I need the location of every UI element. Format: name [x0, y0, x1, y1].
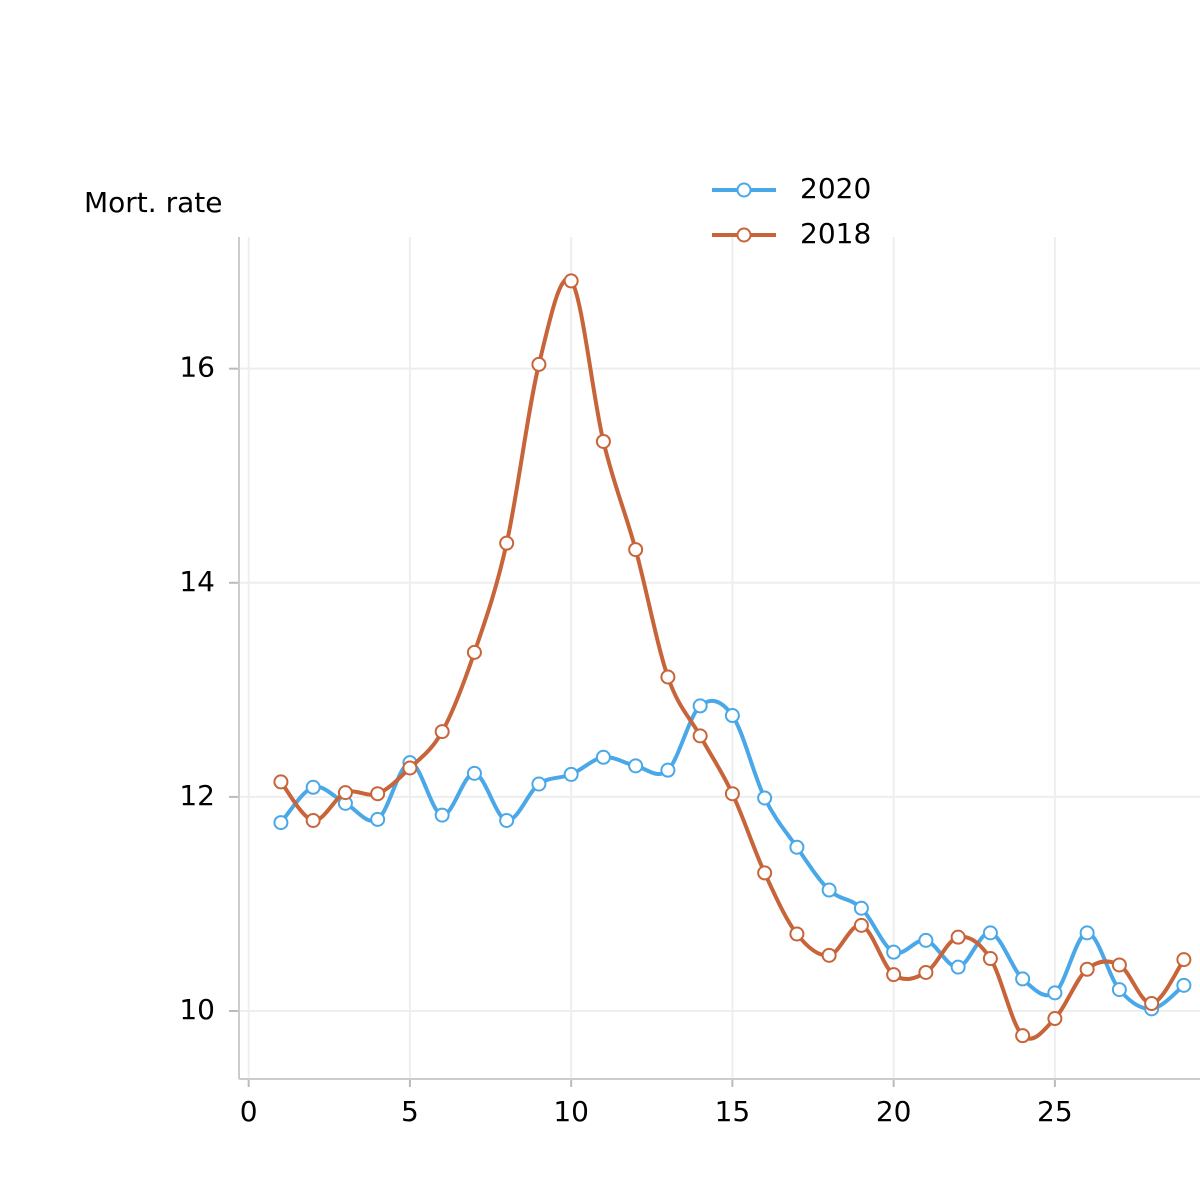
- point: [595, 433, 611, 449]
- point: [1047, 1011, 1063, 1027]
- x-tick-label: 0: [240, 1095, 258, 1128]
- point: [499, 535, 515, 551]
- point: [337, 785, 353, 801]
- y-tick-label: 12: [179, 779, 215, 812]
- point: [660, 762, 676, 778]
- point: [918, 964, 934, 980]
- y-tick-label: 14: [179, 565, 215, 598]
- legend-marker: [736, 227, 752, 243]
- point: [886, 967, 902, 983]
- point: [692, 728, 708, 744]
- point: [402, 760, 418, 776]
- point: [628, 758, 644, 774]
- point: [531, 776, 547, 792]
- point: [1079, 961, 1095, 977]
- point: [853, 917, 869, 933]
- point: [305, 779, 321, 795]
- point: [660, 669, 676, 685]
- point: [595, 749, 611, 765]
- point: [1015, 971, 1031, 987]
- point: [692, 698, 708, 714]
- y-tick-label: 10: [179, 993, 215, 1026]
- y-axis-label: Mort. rate: [84, 186, 222, 219]
- legend-label: 2020: [800, 172, 871, 205]
- point: [1111, 982, 1127, 998]
- point: [466, 765, 482, 781]
- point: [531, 356, 547, 372]
- point: [724, 708, 740, 724]
- point: [466, 644, 482, 660]
- point: [1047, 985, 1063, 1001]
- x-tick-label: 15: [715, 1095, 751, 1128]
- point: [434, 724, 450, 740]
- point: [789, 926, 805, 942]
- point: [305, 812, 321, 828]
- point: [370, 786, 386, 802]
- x-tick-label: 10: [553, 1095, 589, 1128]
- x-tick-label: 25: [1037, 1095, 1073, 1128]
- legend-marker: [736, 182, 752, 198]
- point: [1015, 1028, 1031, 1044]
- point: [434, 807, 450, 823]
- point: [918, 932, 934, 948]
- point: [370, 811, 386, 827]
- point: [273, 774, 289, 790]
- x-tick-label: 5: [401, 1095, 419, 1128]
- point: [563, 273, 579, 289]
- point: [1144, 996, 1160, 1012]
- point: [1111, 957, 1127, 973]
- point: [563, 766, 579, 782]
- point: [1176, 977, 1192, 993]
- point: [789, 839, 805, 855]
- point: [628, 542, 644, 558]
- legend-label: 2018: [800, 217, 871, 250]
- point: [757, 865, 773, 881]
- point: [724, 786, 740, 802]
- point: [982, 925, 998, 941]
- x-tick-label: 20: [876, 1095, 912, 1128]
- point: [1079, 925, 1095, 941]
- point: [853, 900, 869, 916]
- point: [821, 882, 837, 898]
- point: [1176, 952, 1192, 968]
- y-tick-label: 16: [179, 351, 215, 384]
- point: [886, 944, 902, 960]
- point: [273, 815, 289, 831]
- point: [950, 959, 966, 975]
- point: [982, 951, 998, 967]
- point: [821, 947, 837, 963]
- point: [499, 812, 515, 828]
- point: [950, 929, 966, 945]
- point: [757, 790, 773, 806]
